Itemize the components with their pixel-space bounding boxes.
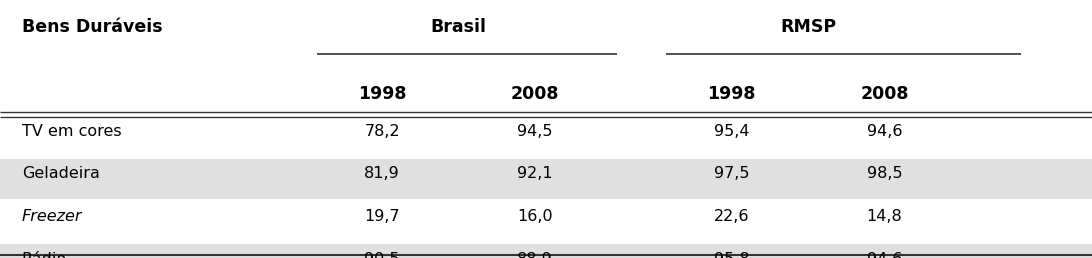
Text: 22,6: 22,6	[714, 209, 749, 224]
Text: 94,6: 94,6	[867, 252, 902, 258]
Text: 95,4: 95,4	[714, 124, 749, 139]
Text: 2008: 2008	[511, 85, 559, 103]
Text: 16,0: 16,0	[518, 209, 553, 224]
Text: 92,1: 92,1	[518, 166, 553, 181]
Text: RMSP: RMSP	[780, 18, 836, 36]
Text: Geladeira: Geladeira	[22, 166, 99, 181]
Text: 94,6: 94,6	[867, 124, 902, 139]
Text: Brasil: Brasil	[430, 18, 487, 36]
Text: Bens Duráveis: Bens Duráveis	[22, 18, 163, 36]
Text: TV em cores: TV em cores	[22, 124, 121, 139]
Text: 94,5: 94,5	[518, 124, 553, 139]
Text: 1998: 1998	[708, 85, 756, 103]
Text: 1998: 1998	[358, 85, 406, 103]
Text: 14,8: 14,8	[867, 209, 902, 224]
Text: 98,5: 98,5	[867, 166, 902, 181]
Text: 90,5: 90,5	[365, 252, 400, 258]
Text: Rádio: Rádio	[22, 252, 67, 258]
Text: 97,5: 97,5	[714, 166, 749, 181]
Text: 95,8: 95,8	[714, 252, 749, 258]
Text: 19,7: 19,7	[365, 209, 400, 224]
Text: 88,9: 88,9	[518, 252, 553, 258]
Text: 78,2: 78,2	[365, 124, 400, 139]
Text: Freezer: Freezer	[22, 209, 82, 224]
Text: 2008: 2008	[860, 85, 909, 103]
Text: 81,9: 81,9	[365, 166, 400, 181]
